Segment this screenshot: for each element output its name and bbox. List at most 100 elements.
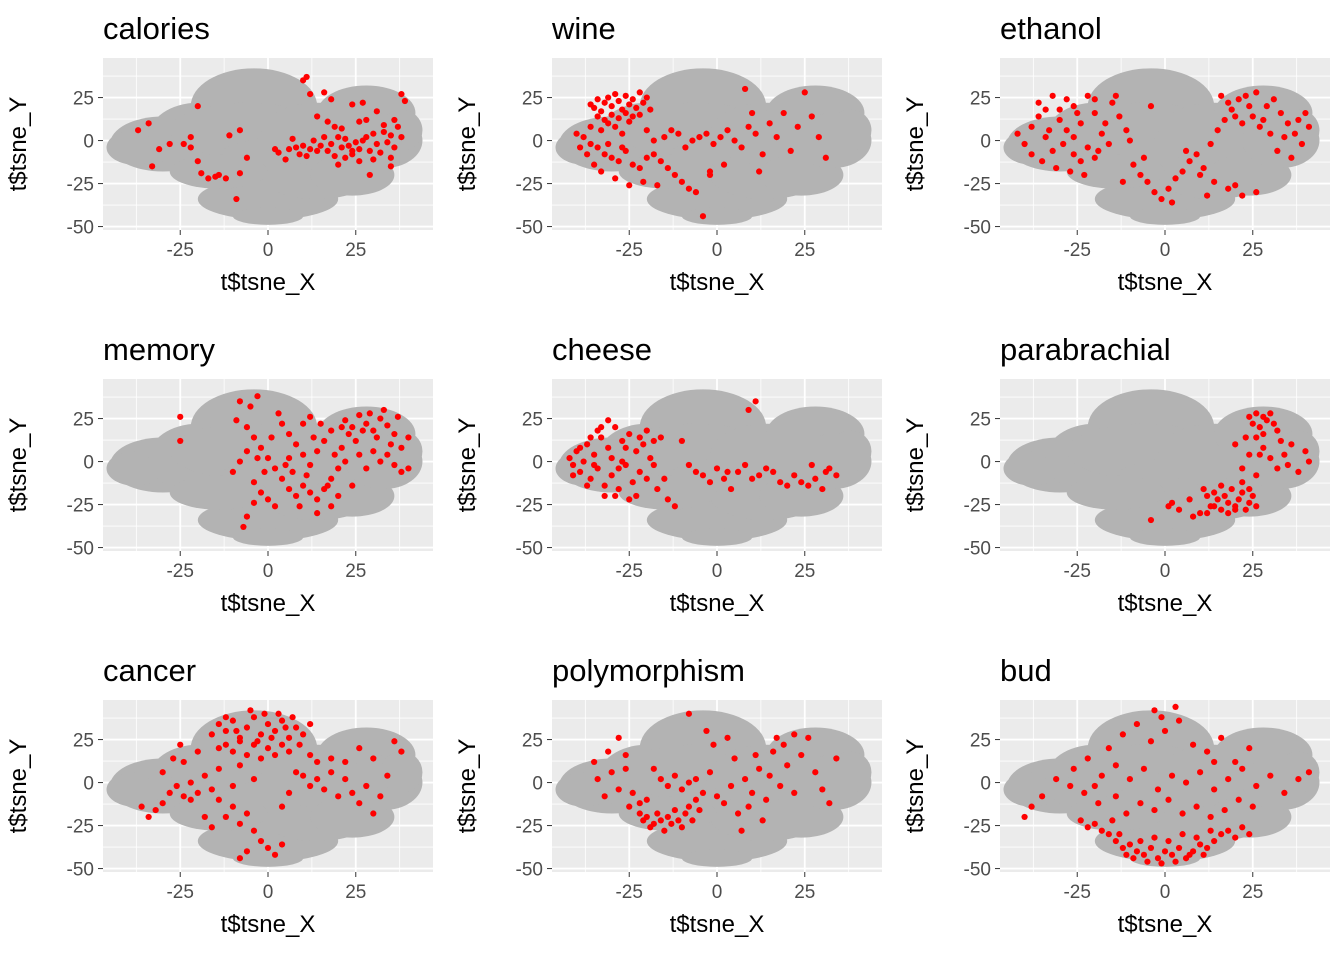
highlight-point: [349, 424, 356, 431]
highlight-point: [622, 109, 629, 117]
highlight-point: [300, 77, 307, 84]
highlight-point: [377, 793, 384, 800]
highlight-point: [756, 765, 763, 772]
highlight-point: [594, 144, 601, 151]
highlight-point: [243, 154, 251, 161]
highlight-point: [1211, 178, 1218, 185]
highlight-point: [591, 461, 598, 469]
highlight-point: [135, 127, 142, 134]
highlight-point: [373, 108, 380, 115]
highlight-point: [1074, 109, 1081, 117]
highlight-point: [699, 472, 707, 479]
highlight-point: [384, 139, 391, 146]
highlight-point: [605, 417, 612, 424]
highlight-point: [612, 123, 619, 130]
y-tick-label: 0: [980, 774, 991, 795]
x-axis-title: t$tsne_X: [221, 590, 316, 617]
highlight-point: [773, 734, 780, 741]
highlight-point: [321, 437, 328, 445]
highlight-point: [1147, 844, 1155, 852]
highlight-point: [1263, 103, 1270, 110]
highlight-point: [1035, 99, 1042, 106]
highlight-point: [1084, 755, 1091, 762]
highlight-point: [1046, 127, 1053, 134]
highlight-point: [780, 741, 787, 748]
highlight-point: [261, 710, 268, 717]
highlight-point: [594, 96, 601, 103]
highlight-point: [236, 127, 244, 134]
highlight-point: [1144, 858, 1151, 865]
background-points-cloud: [1003, 389, 1320, 546]
highlight-point: [359, 99, 366, 106]
highlight-point: [1014, 130, 1021, 137]
highlight-point: [1207, 813, 1214, 821]
highlight-point: [1218, 831, 1225, 838]
highlight-point: [629, 789, 636, 796]
highlight-point: [300, 420, 307, 427]
highlight-point: [1140, 765, 1148, 772]
highlight-point: [264, 745, 272, 752]
highlight-point: [1197, 769, 1204, 776]
highlight-point: [629, 113, 636, 120]
highlight-point: [307, 489, 314, 496]
highlight-point: [745, 406, 752, 414]
highlight-point: [643, 475, 650, 482]
highlight-point: [1246, 413, 1253, 420]
highlight-point: [605, 748, 612, 755]
highlight-point: [335, 492, 342, 500]
highlight-point: [342, 758, 349, 766]
highlight-point: [1253, 89, 1260, 96]
highlight-point: [664, 813, 671, 821]
highlight-point: [335, 793, 342, 800]
highlight-point: [685, 461, 693, 469]
highlight-point: [1197, 510, 1204, 517]
highlight-point: [569, 472, 577, 479]
highlight-point: [678, 437, 685, 445]
highlight-point: [1077, 817, 1084, 824]
highlight-point: [236, 458, 244, 465]
highlight-point: [349, 482, 356, 489]
highlight-points: [135, 73, 409, 203]
highlight-point: [713, 465, 721, 472]
highlight-point: [215, 171, 222, 179]
y-tick-label: -25: [67, 496, 94, 517]
y-axis-title: t$tsne_Y: [902, 418, 929, 513]
highlight-point: [1291, 130, 1298, 137]
highlight-point: [1204, 844, 1211, 852]
highlight-point: [264, 844, 272, 852]
highlight-point: [278, 475, 286, 482]
highlight-point: [282, 156, 289, 163]
highlight-point: [250, 827, 258, 834]
highlight-point: [1133, 848, 1141, 855]
highlight-point: [278, 420, 286, 427]
highlight-point: [598, 434, 605, 441]
highlight-point: [759, 817, 766, 824]
x-tick-label: -25: [615, 240, 642, 261]
highlight-point: [387, 132, 394, 139]
highlight-point: [1242, 92, 1249, 99]
highlight-point: [317, 420, 324, 427]
highlight-point: [1253, 410, 1260, 417]
highlight-point: [201, 813, 208, 821]
highlight-point: [1175, 506, 1183, 513]
highlight-point: [1140, 154, 1148, 161]
highlight-point: [1218, 506, 1225, 513]
highlight-point: [1225, 499, 1232, 506]
highlight-point: [1263, 417, 1270, 424]
highlight-point: [759, 151, 766, 158]
highlight-point: [1253, 189, 1260, 196]
highlight-point: [706, 168, 714, 175]
y-tick-label: -50: [67, 539, 94, 560]
highlight-point: [636, 434, 643, 441]
background-point-blob: [169, 796, 268, 831]
highlight-point: [1049, 92, 1056, 99]
highlight-point: [324, 118, 331, 125]
highlight-point: [598, 168, 605, 175]
highlight-point: [138, 803, 145, 810]
highlight-point: [1218, 92, 1225, 99]
facet-panel-calories: calories -25 0 25 -50 -25 0 25 t$tsne_X t$tsne_Y: [5, 11, 433, 296]
highlight-point: [1042, 134, 1049, 141]
highlight-point: [724, 734, 731, 741]
highlight-point: [1239, 192, 1246, 199]
highlight-point: [314, 113, 321, 120]
